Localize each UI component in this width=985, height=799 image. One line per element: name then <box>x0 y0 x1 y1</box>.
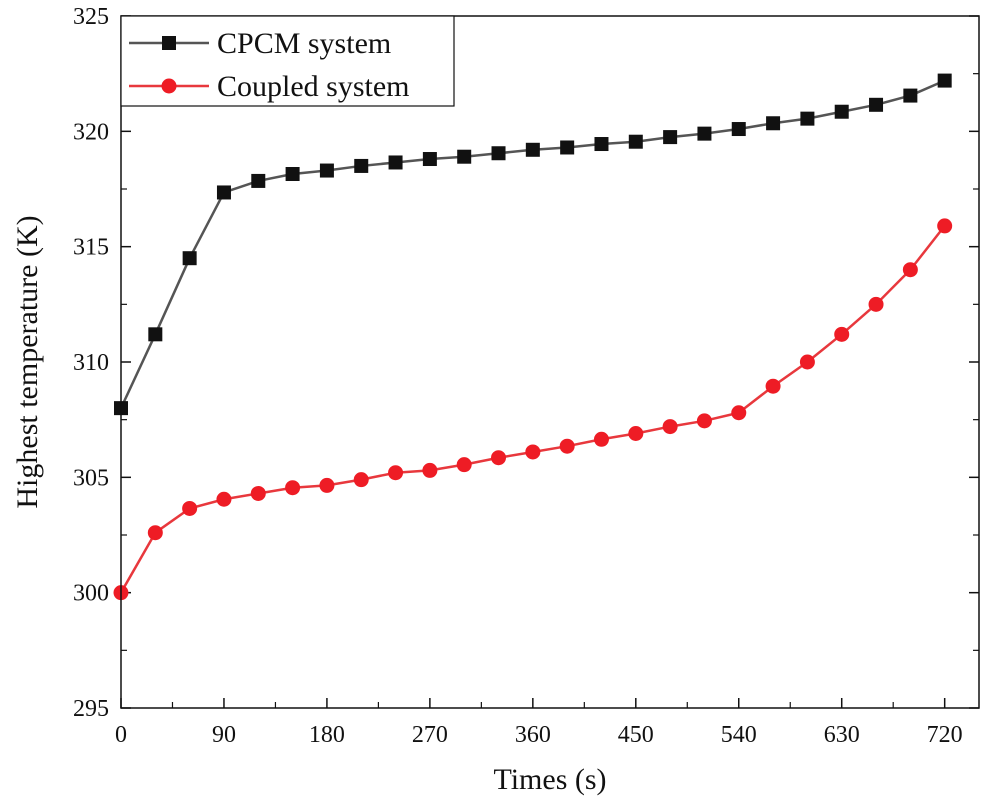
x-tick-label: 270 <box>412 722 448 748</box>
data-point <box>422 462 438 478</box>
data-point <box>182 251 197 266</box>
legend-box <box>120 15 455 107</box>
data-point <box>559 438 575 454</box>
axis-ticks <box>120 15 979 709</box>
data-point <box>147 525 163 541</box>
data-point <box>353 472 369 488</box>
data-point <box>422 152 437 167</box>
y-tick-label: 310 <box>73 350 109 376</box>
x-tick-label: 450 <box>618 722 654 748</box>
data-point <box>765 378 781 394</box>
data-point <box>354 158 369 173</box>
x-tick-label: 720 <box>927 722 963 748</box>
x-axis-title: Times (s) <box>493 763 606 796</box>
data-point <box>525 444 541 460</box>
y-axis-title: Highest temperature (K) <box>11 215 44 508</box>
data-point <box>285 480 301 496</box>
data-series <box>113 73 953 601</box>
data-point <box>834 326 850 342</box>
data-point <box>697 126 712 141</box>
data-point <box>868 296 884 312</box>
data-point <box>216 491 232 507</box>
data-point <box>491 450 507 466</box>
x-tick-label: 360 <box>515 722 551 748</box>
data-point <box>834 104 849 119</box>
series-coupled <box>113 218 953 601</box>
data-point <box>902 262 918 278</box>
x-tick-label: 630 <box>824 722 860 748</box>
data-point <box>766 116 781 131</box>
data-point <box>731 122 746 137</box>
series-cpcm <box>114 73 952 416</box>
data-point <box>662 419 678 435</box>
x-tick-label: 180 <box>309 722 345 748</box>
data-point <box>903 88 918 103</box>
data-point <box>319 477 335 493</box>
series-line <box>119 225 946 594</box>
legend-marker-coupled <box>161 78 177 94</box>
data-point <box>216 185 231 200</box>
legend-label-coupled: Coupled system <box>217 70 410 103</box>
tick-labels: 0 90 180 270 360 450 540 630 720 295 300 305 310 315 3… <box>73 4 963 748</box>
data-point <box>560 140 575 155</box>
data-point <box>388 465 404 481</box>
data-point <box>456 457 472 473</box>
legend-marker-cpcm <box>162 36 176 50</box>
data-point <box>799 354 815 370</box>
data-point <box>628 134 643 149</box>
data-point <box>937 73 952 88</box>
data-point <box>388 155 403 170</box>
data-point <box>148 327 163 342</box>
y-tick-label: 325 <box>73 4 109 30</box>
x-tick-label: 540 <box>721 722 757 748</box>
data-point <box>869 97 884 112</box>
data-point <box>285 167 300 182</box>
legend-label-cpcm: CPCM system <box>217 27 391 60</box>
y-tick-label: 305 <box>73 465 109 491</box>
x-tick-label: 0 <box>115 722 127 748</box>
data-point <box>594 137 609 152</box>
series-line <box>119 79 946 409</box>
data-point <box>800 111 815 126</box>
data-point <box>696 413 712 429</box>
plot-frame <box>120 15 980 709</box>
data-point <box>731 405 747 421</box>
data-point <box>182 500 198 516</box>
y-tick-label: 315 <box>73 235 109 261</box>
y-tick-label: 295 <box>73 696 109 722</box>
data-point <box>457 149 472 164</box>
data-point <box>491 146 506 161</box>
data-point <box>319 163 334 178</box>
legend: CPCM system Coupled system <box>120 15 455 107</box>
y-tick-label: 300 <box>73 581 109 607</box>
data-point <box>663 130 678 145</box>
data-point <box>593 431 609 447</box>
x-tick-label: 90 <box>212 722 236 748</box>
data-point <box>937 218 953 234</box>
data-point <box>525 142 540 157</box>
data-point <box>250 485 266 501</box>
data-point <box>628 426 644 442</box>
y-tick-label: 320 <box>73 119 109 145</box>
data-point <box>251 173 266 188</box>
